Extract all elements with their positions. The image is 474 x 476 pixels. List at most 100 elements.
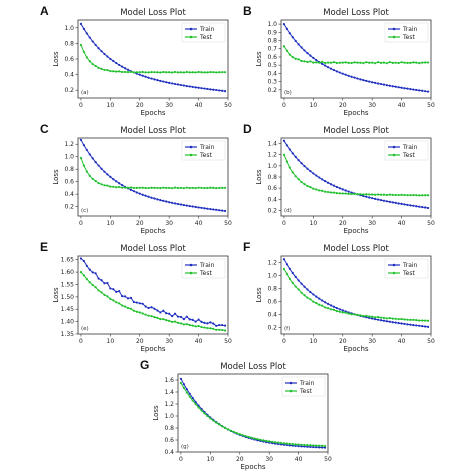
data-point-train [394,201,397,205]
data-point-train [326,181,330,184]
data-point-test [406,318,409,321]
data-point-train [288,267,291,270]
data-point-test [297,178,300,181]
data-point-test [206,186,209,190]
data-point-train [312,56,315,60]
data-point-test [112,185,115,188]
data-point-test [315,61,318,64]
x-tick-label: 20 [136,102,144,109]
data-point-train [103,282,106,285]
data-point-test [376,193,380,196]
data-point-train [374,197,377,200]
data-point-train [388,200,391,203]
x-tick-label: 20 [136,338,144,345]
data-point-train [109,287,112,290]
data-point-train [182,383,185,386]
data-point-test [344,61,347,64]
data-point-test [356,61,359,64]
data-point-test [291,171,294,174]
axes-frame [77,255,229,335]
legend-label: Train [199,144,215,151]
data-point-train [88,153,91,156]
data-point-test [88,174,91,177]
data-point-test [232,430,235,434]
data-point-test [424,61,427,64]
y-tick-label: 1.0 [64,154,74,161]
data-point-test [344,311,347,314]
data-point-test [385,193,388,197]
data-point-train [85,264,88,268]
data-point-train [165,312,168,315]
data-point-train [194,400,197,404]
data-point-test [397,61,400,65]
data-point-train [400,322,403,325]
data-point-test [153,71,156,74]
data-point-test [291,443,294,446]
y-tick-label: 0.2 [64,87,74,94]
data-point-test [182,187,185,190]
data-point-train [312,172,315,175]
data-point-test [94,286,97,289]
data-point-test [291,56,294,59]
data-point-test [144,186,147,190]
data-point-test [418,194,421,197]
data-point-test [338,310,341,313]
x-tick-label: 10 [310,338,318,345]
data-point-train [385,320,388,323]
x-axis-label: Epochs [343,345,368,353]
data-point-test [332,308,336,311]
data-point-train [294,155,297,158]
data-point-train [179,315,183,319]
data-point-test [332,61,336,64]
data-point-test [144,313,147,316]
data-point-test [341,311,344,314]
legend-marker [189,153,193,157]
data-point-test [306,444,309,447]
data-point-test [329,308,333,311]
data-point-test [241,434,244,437]
x-tick-label: 0 [282,220,286,227]
data-point-train [409,323,412,326]
data-point-test [126,306,130,310]
x-tick-label: 40 [398,338,406,345]
data-point-train [176,315,180,318]
data-point-test [176,71,180,74]
data-point-train [138,192,141,195]
data-point-train [368,196,371,199]
chart-panel-a: A Model Loss Plot 0 10 20 30 40 50 0.2 0.4 0.6 0.8 1… [40,4,262,122]
data-point-train [171,82,174,85]
data-point-test [206,326,209,330]
subplot-label: (g) [181,444,189,450]
x-tick-label: 20 [339,220,347,227]
legend-label: Test [299,388,312,395]
y-tick-label: 1.0 [267,21,277,28]
x-tick-label: 40 [295,456,303,463]
data-point-train [106,173,109,176]
data-point-test [397,318,400,321]
data-point-train [282,258,286,261]
data-point-test [359,193,362,196]
data-point-test [300,443,303,446]
data-point-test [294,57,297,60]
y-axis-label: Loss [255,287,263,303]
data-point-train [324,64,327,67]
subplot-label: (e) [81,326,89,332]
data-point-train [344,73,347,76]
x-tick-label: 50 [427,220,435,227]
data-point-test [179,186,183,190]
data-point-train [397,202,400,205]
legend-label: Train [199,26,215,33]
data-point-test [206,71,209,74]
data-point-test [185,70,188,74]
data-point-test [103,68,106,72]
data-point-test [141,312,144,315]
data-point-train [115,290,118,294]
data-point-train [338,187,341,190]
x-axis-label: Epochs [140,345,165,353]
data-point-test [138,71,141,74]
data-point-test [138,311,141,314]
data-point-test [171,187,174,190]
chart-title: Model Loss Plot [323,244,389,254]
data-point-train [109,57,112,61]
data-point-test [103,293,106,296]
